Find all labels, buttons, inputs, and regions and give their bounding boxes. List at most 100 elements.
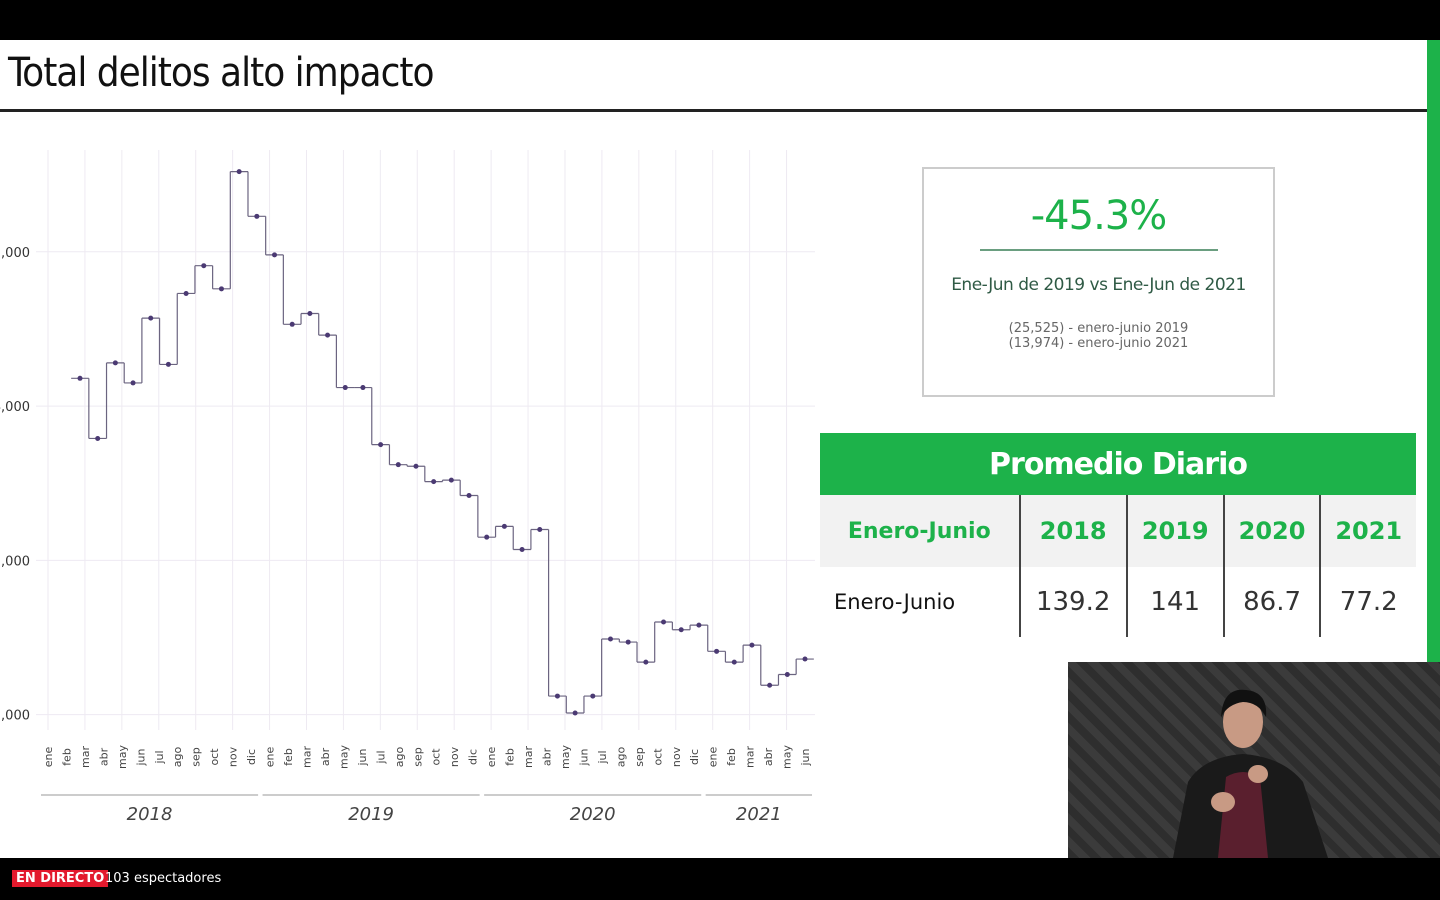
year-label: 2020 [570, 804, 616, 825]
table-header: Enero-Junio 2018 2019 2020 2021 [820, 495, 1416, 567]
x-tick-label: ene [42, 747, 55, 768]
point [537, 526, 543, 532]
title-rule [0, 109, 1427, 112]
cell: 86.7 [1222, 567, 1321, 637]
x-tick-label: feb [60, 748, 73, 766]
stat-value: -45.3% [1030, 193, 1168, 239]
point [519, 547, 525, 553]
table-title: Promedio Diario [820, 433, 1416, 495]
point [95, 435, 101, 441]
x-tick-label: jun [799, 748, 812, 766]
table-row: Enero-Junio 139.2 141 86.7 77.2 [820, 567, 1416, 637]
x-tick-label: ene [485, 747, 498, 768]
point [590, 693, 596, 699]
row-label: Enero-Junio [834, 590, 956, 614]
point [77, 375, 83, 381]
header-cell: 2020 [1222, 495, 1321, 567]
x-tick-label: abr [319, 747, 332, 766]
x-tick-label: oct [651, 748, 664, 766]
point [165, 361, 171, 367]
x-tick-label: ago [171, 747, 184, 768]
point [448, 477, 454, 483]
point [325, 332, 331, 338]
point [413, 463, 419, 469]
live-badge: EN DIRECTO [12, 870, 109, 887]
x-tick-label: nov [227, 746, 240, 767]
table: Promedio Diario Enero-Junio 2018 2019 20… [820, 433, 1416, 637]
y-tick-label: 4,000 [0, 400, 30, 415]
stat-note: (25,525) - enero-junio 2019 [1008, 321, 1189, 336]
x-tick-label: may [337, 745, 350, 769]
x-tick-label: nov [670, 746, 683, 767]
x-tick-label: oct [208, 748, 221, 766]
x-tick-label: feb [282, 748, 295, 766]
slide-title: Total delitos alto impacto [8, 50, 435, 96]
x-tick-label: ene [264, 747, 277, 768]
header-cell: 2018 [1018, 495, 1127, 567]
x-tick-label: jun [356, 748, 369, 766]
x-tick-label: sep [411, 747, 424, 766]
x-tick-label: abr [762, 747, 775, 766]
x-tick-label: ago [393, 747, 406, 768]
x-tick-label: abr [97, 747, 110, 766]
point [731, 659, 737, 665]
x-tick-label: abr [541, 747, 554, 766]
point [272, 252, 278, 258]
y-tick-label: 5,000 [0, 246, 30, 261]
point [112, 360, 118, 366]
year-label: 2018 [127, 804, 173, 825]
point [696, 622, 702, 628]
accent-bar [1427, 40, 1440, 662]
x-tick-label: nov [448, 746, 461, 767]
x-tick-label: dic [688, 749, 701, 765]
stat-subtitle: Ene-Jun de 2019 vs Ene-Jun de 2021 [951, 275, 1246, 295]
point [572, 710, 578, 716]
x-tick-label: sep [633, 747, 646, 766]
x-tick-label: jul [374, 750, 387, 764]
point [802, 656, 808, 662]
x-tick-label: jul [596, 750, 609, 764]
x-tick-label: feb [725, 748, 738, 766]
x-tick-label: dic [245, 749, 258, 765]
point [661, 619, 667, 625]
point [431, 479, 437, 485]
stat-notes: (25,525) - enero-junio 2019 (13,974) - e… [924, 321, 1273, 351]
x-tick-label: mar [744, 746, 757, 768]
y-tick-label: 3,000 [0, 554, 30, 569]
point [395, 462, 401, 468]
point [643, 659, 649, 665]
x-tick-label: feb [504, 748, 517, 766]
x-tick-label: ene [707, 747, 720, 768]
point [625, 639, 631, 645]
year-label: 2019 [348, 804, 394, 825]
x-tick-label: mar [79, 746, 92, 768]
point [607, 636, 613, 642]
point [378, 442, 384, 448]
point [254, 213, 260, 219]
point [466, 493, 472, 499]
point [784, 671, 790, 677]
x-tick-label: jun [577, 748, 590, 766]
point [714, 648, 720, 654]
chart: 2,0003,0004,0005,000enefebmarabrmayjunju… [0, 150, 815, 825]
point [678, 627, 684, 633]
stat-rule [979, 249, 1218, 251]
point [236, 169, 242, 175]
x-tick-label: mar [300, 746, 313, 768]
x-tick-label: may [116, 745, 129, 769]
point [183, 290, 189, 296]
point [767, 682, 773, 688]
stat-note: (13,974) - enero-junio 2021 [1008, 336, 1189, 351]
x-tick-label: mar [522, 746, 535, 768]
point [130, 380, 136, 386]
x-tick-label: may [559, 745, 572, 769]
point [749, 642, 755, 648]
point [148, 315, 154, 321]
point [554, 693, 560, 699]
interpreter-figure [1173, 689, 1328, 858]
x-tick-label: sep [190, 747, 203, 766]
viewer-count: 103 espectadores [105, 871, 222, 886]
year-label: 2021 [736, 804, 782, 825]
header-cell: Enero-Junio [820, 495, 1020, 567]
